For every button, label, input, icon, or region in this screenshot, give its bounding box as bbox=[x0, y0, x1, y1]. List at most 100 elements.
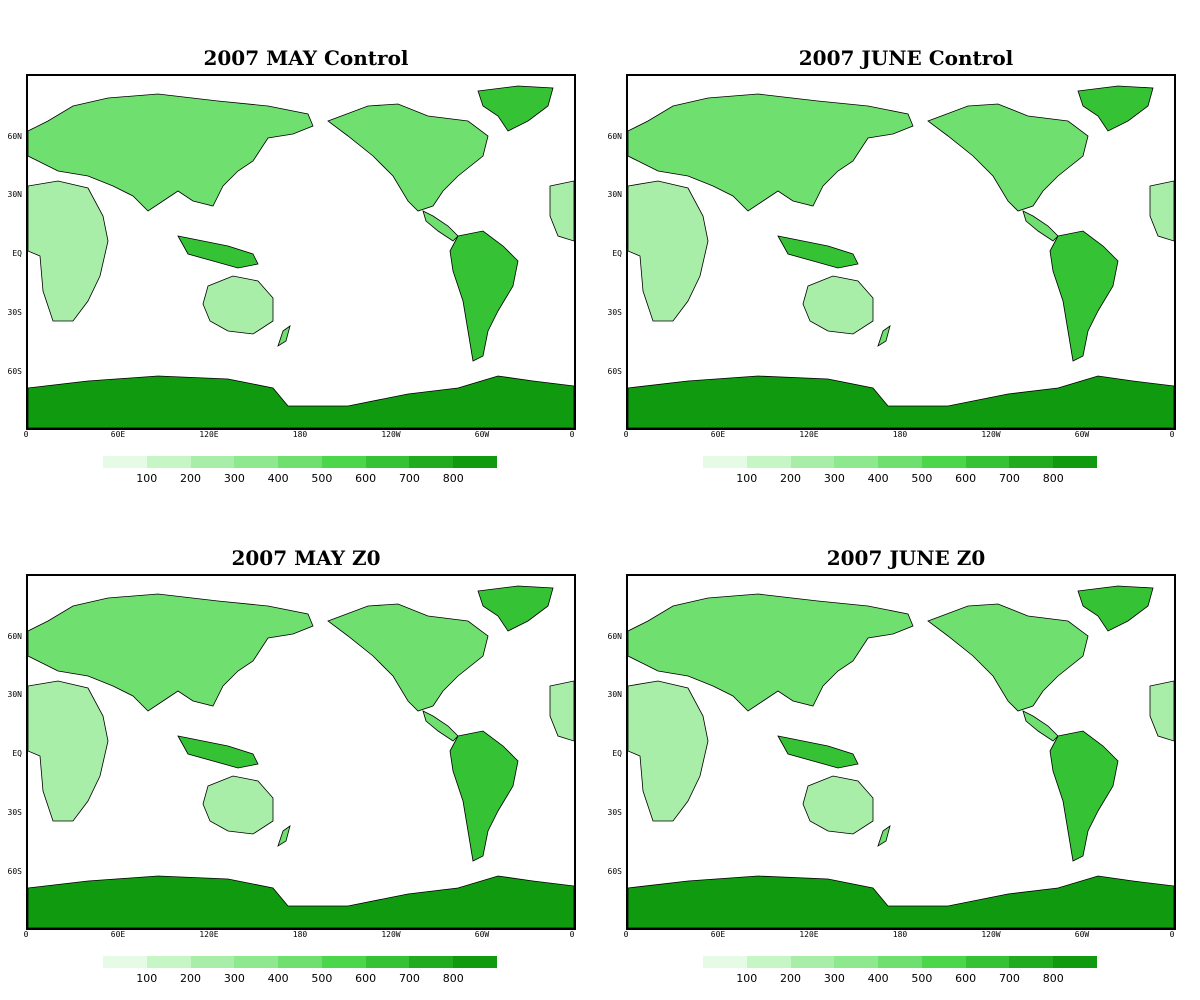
colorbar-label: 300 bbox=[223, 472, 245, 485]
colorbar-label: 600 bbox=[355, 972, 377, 985]
colorbar-swatch bbox=[365, 956, 410, 968]
colorbar-label: 700 bbox=[998, 972, 1020, 985]
lat-tick-label: 30N bbox=[607, 190, 622, 199]
lon-tick-label: 60E bbox=[110, 930, 126, 939]
map-panel-june-z0: 2007 JUNE Z0 60N 30N EQ 30S 60S 0 60E 120E 180 12… bbox=[608, 544, 1186, 985]
colorbar-swatch bbox=[1053, 456, 1098, 468]
colorbar-swatch bbox=[453, 956, 498, 968]
colorbar-swatch bbox=[878, 456, 922, 468]
colorbar bbox=[103, 456, 498, 468]
lat-tick-label: 30S bbox=[7, 808, 22, 817]
lat-tick-label: 30N bbox=[7, 190, 22, 199]
panel-title: 2007 JUNE Control bbox=[798, 46, 1014, 70]
central-america-landmass bbox=[422, 710, 459, 742]
colorbar-swatch bbox=[234, 956, 279, 968]
colorbar-label: 400 bbox=[267, 472, 289, 485]
colorbar-swatch bbox=[921, 456, 966, 468]
colorbar-swatch bbox=[965, 956, 1010, 968]
colorbar-swatch bbox=[321, 456, 366, 468]
colorbar-label: 800 bbox=[442, 972, 464, 985]
south-america-landmass bbox=[449, 730, 519, 862]
lat-tick-label: 60N bbox=[607, 132, 622, 141]
colorbar-label: 300 bbox=[223, 972, 245, 985]
colorbar-label: 100 bbox=[736, 972, 758, 985]
south-america-landmass bbox=[1049, 230, 1119, 362]
africa-landmass bbox=[628, 680, 709, 822]
colorbar-label: 100 bbox=[736, 472, 758, 485]
colorbar-swatch bbox=[1009, 956, 1054, 968]
colorbar-swatch bbox=[321, 956, 366, 968]
colorbar bbox=[703, 956, 1098, 968]
lat-tick-label: 60N bbox=[7, 132, 22, 141]
lon-tick-label: 120E bbox=[799, 430, 819, 439]
colorbar-swatch bbox=[409, 456, 454, 468]
colorbar-label: 700 bbox=[398, 472, 420, 485]
colorbar-label: 800 bbox=[1042, 472, 1064, 485]
south-america-landmass bbox=[449, 230, 519, 362]
colorbar-swatch bbox=[965, 456, 1010, 468]
colorbar-label: 500 bbox=[311, 472, 333, 485]
colorbar-label: 800 bbox=[442, 472, 464, 485]
colorbar-swatch bbox=[790, 956, 835, 968]
australia-landmass bbox=[202, 775, 274, 835]
lon-tick-label: 120E bbox=[199, 430, 219, 439]
maritime-continent-landmass bbox=[177, 735, 259, 769]
colorbar-swatch bbox=[190, 956, 235, 968]
colorbar-swatch bbox=[278, 956, 322, 968]
lon-tick-label: 60W bbox=[1074, 430, 1090, 439]
colorbar-label: 800 bbox=[1042, 972, 1064, 985]
greenland-landmass bbox=[477, 85, 554, 132]
colorbar-swatch bbox=[103, 956, 147, 968]
colorbar-label: 600 bbox=[355, 472, 377, 485]
colorbar-swatch bbox=[790, 456, 835, 468]
lon-tick-label: 0 bbox=[1169, 430, 1175, 439]
west-africa-wrap-landmass bbox=[549, 180, 574, 242]
lat-tick-label: 60S bbox=[607, 867, 622, 876]
lon-tick-label: 60W bbox=[474, 430, 490, 439]
west-africa-wrap-landmass bbox=[1149, 680, 1174, 742]
map-panel-may-z0: 2007 MAY Z0 60N 30N EQ 30S 60S 0 60E 120E 180 120… bbox=[8, 544, 586, 985]
central-america-landmass bbox=[1022, 210, 1059, 242]
colorbar-swatch bbox=[146, 956, 191, 968]
colorbar-swatch bbox=[834, 956, 879, 968]
africa-landmass bbox=[28, 180, 109, 322]
panel-title: 2007 MAY Z0 bbox=[231, 546, 381, 570]
colorbar-swatch bbox=[234, 456, 279, 468]
lon-tick-label: 0 bbox=[569, 430, 575, 439]
colorbar-swatch bbox=[365, 456, 410, 468]
panel-title: 2007 JUNE Z0 bbox=[826, 546, 986, 570]
map-panel-may-control: 2007 MAY Control 60N 30N EQ 30S 60S 0 60E 120E 1… bbox=[8, 44, 586, 485]
lat-tick-label: EQ bbox=[12, 249, 22, 258]
colorbar-swatch bbox=[921, 956, 966, 968]
lat-tick-label: EQ bbox=[612, 249, 622, 258]
maritime-continent-landmass bbox=[777, 235, 859, 269]
west-africa-wrap-landmass bbox=[1149, 180, 1174, 242]
colorbar-swatch bbox=[1009, 456, 1054, 468]
colorbar-label: 600 bbox=[955, 472, 977, 485]
australia-landmass bbox=[802, 775, 874, 835]
colorbar-swatch bbox=[190, 456, 235, 468]
lat-tick-label: 60S bbox=[7, 867, 22, 876]
colorbar-swatch bbox=[746, 956, 791, 968]
lon-tick-label: 0 bbox=[1169, 930, 1175, 939]
colorbar-swatch bbox=[1053, 956, 1098, 968]
map-panel-june-control: 2007 JUNE Control 60N 30N EQ 30S 60S 0 60E 120E… bbox=[608, 44, 1186, 485]
colorbar-label: 500 bbox=[311, 972, 333, 985]
lon-tick-label: 0 bbox=[23, 930, 29, 939]
greenland-landmass bbox=[1077, 85, 1154, 132]
eurasia-landmass bbox=[628, 93, 914, 212]
colorbar-label: 400 bbox=[867, 972, 889, 985]
new-zealand-landmass bbox=[877, 325, 891, 347]
map-plot-area bbox=[626, 574, 1176, 930]
colorbar-label: 300 bbox=[823, 972, 845, 985]
lon-tick-label: 0 bbox=[569, 930, 575, 939]
colorbar-swatch bbox=[103, 456, 147, 468]
lon-tick-label: 60W bbox=[474, 930, 490, 939]
lon-tick-label: 0 bbox=[623, 430, 629, 439]
lat-tick-label: 60N bbox=[607, 632, 622, 641]
maritime-continent-landmass bbox=[777, 735, 859, 769]
west-africa-wrap-landmass bbox=[549, 680, 574, 742]
lon-tick-label: 120E bbox=[199, 930, 219, 939]
new-zealand-landmass bbox=[877, 825, 891, 847]
australia-landmass bbox=[802, 275, 874, 335]
